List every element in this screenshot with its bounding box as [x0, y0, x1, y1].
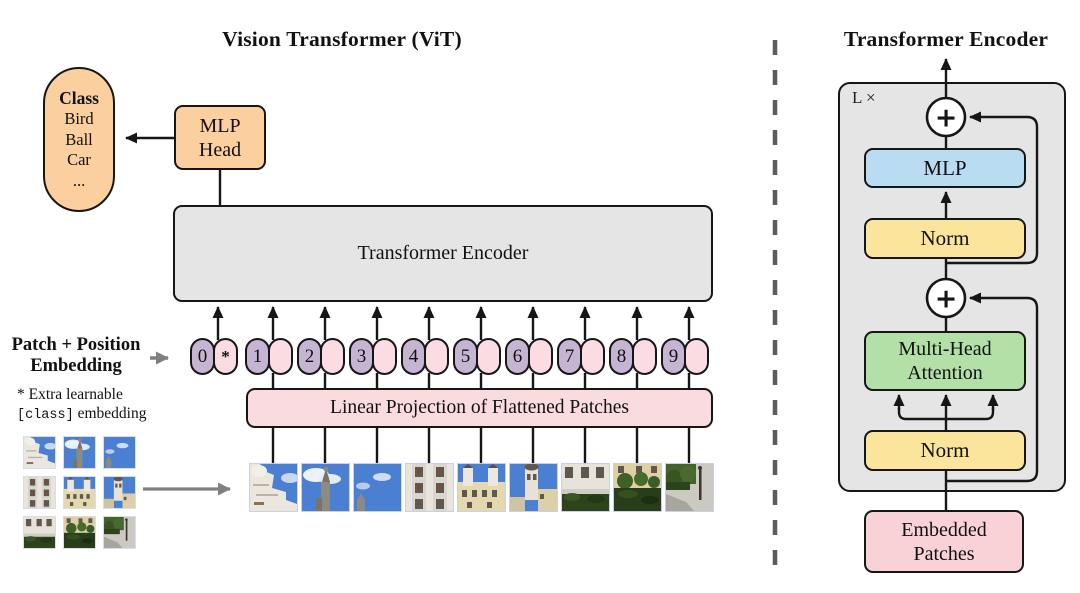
mlp-head-line1: MLP: [199, 114, 241, 137]
image-patch-6: [509, 463, 558, 512]
source-image-grid: [23, 436, 136, 549]
class-item-ball: Ball: [65, 129, 93, 149]
token-pair-9: 9: [661, 338, 709, 375]
mha-line2: Attention: [907, 362, 983, 384]
embedded-patches-line1: Embedded: [901, 518, 987, 541]
grid-cell-9: [103, 516, 136, 549]
norm-box-2: Norm: [864, 430, 1026, 471]
patch-token-pill-4: [424, 338, 449, 375]
position-pill-7: 7: [557, 338, 582, 375]
token-pair-4: 4: [401, 338, 449, 375]
image-patch-4: [405, 463, 454, 512]
image-patch-3: [353, 463, 402, 512]
grid-cell-7: [23, 516, 56, 549]
footnote-line2-rest: embedding: [73, 405, 147, 422]
token-pair-1: 1: [245, 338, 293, 375]
norm-label-1: Norm: [920, 226, 970, 250]
mlp-head-box: MLP Head: [174, 105, 266, 170]
norm-box-1: Norm: [864, 218, 1026, 259]
mlp-label: MLP: [923, 155, 967, 180]
token-pair-2: 2: [297, 338, 345, 375]
patch-token-pill-8: [632, 338, 657, 375]
position-pill-5: 5: [453, 338, 478, 375]
token-pair-7: 7: [557, 338, 605, 375]
patch-position-line1: Patch + Position: [11, 335, 141, 355]
patch-position-label: Patch + Position Embedding: [6, 335, 146, 377]
image-patch-2: [301, 463, 350, 512]
patch-position-line2: Embedding: [30, 356, 122, 376]
class-output-pill: Class Bird Ball Car ...: [43, 67, 115, 212]
token-pair-6: 6: [505, 338, 553, 375]
position-pill-6: 6: [505, 338, 530, 375]
footnote-line1: * Extra learnable: [17, 386, 123, 403]
multi-head-attention-box: Multi-Head Attention: [864, 331, 1026, 391]
patch-token-pill-9: [684, 338, 709, 375]
left-diagram-title: Vision Transformer (ViT): [222, 27, 462, 51]
grid-cell-4: [23, 476, 56, 509]
mlp-head-line2: Head: [198, 138, 242, 161]
grid-cell-1: [23, 436, 56, 469]
linear-projection-label: Linear Projection of Flattened Patches: [330, 397, 629, 418]
embedded-patches-box: Embedded Patches: [864, 510, 1024, 573]
position-pill-0: 0: [190, 338, 215, 375]
class-item-car: Car: [67, 150, 91, 169]
transformer-encoder-label: Transformer Encoder: [357, 242, 529, 264]
grid-cell-3: [103, 436, 136, 469]
position-pill-1: 1: [245, 338, 270, 375]
position-pill-2: 2: [297, 338, 322, 375]
class-token-footnote: * Extra learnable [class] embedding: [17, 386, 146, 423]
image-patch-9: [665, 463, 714, 512]
position-pill-8: 8: [609, 338, 634, 375]
layers-count-label: L ×: [852, 88, 876, 107]
linear-projection-box: Linear Projection of Flattened Patches: [246, 388, 713, 428]
embedded-patches-line2: Patches: [913, 542, 975, 565]
grid-cell-2: [63, 436, 96, 469]
patch-token-pill-7: [580, 338, 605, 375]
image-patch-1: [249, 463, 298, 512]
class-token-pill: *: [213, 338, 238, 375]
grid-cell-6: [103, 476, 136, 509]
transformer-encoder-box: Transformer Encoder: [173, 205, 713, 302]
class-heading: Class: [59, 88, 99, 108]
footnote-class-code: [class]: [17, 408, 74, 423]
patch-token-pill-1: [268, 338, 293, 375]
token-pair-5: 5: [453, 338, 501, 375]
grid-cell-8: [63, 516, 96, 549]
patch-token-pill-2: [320, 338, 345, 375]
class-item-bird: Bird: [64, 109, 94, 128]
position-pill-3: 3: [349, 338, 374, 375]
mha-line1: Multi-Head: [898, 338, 992, 360]
patch-token-pill-5: [476, 338, 501, 375]
image-patch-7: [561, 463, 610, 512]
mlp-box: MLP: [864, 148, 1026, 188]
patch-token-pill-3: [372, 338, 397, 375]
token-pair-3: 3: [349, 338, 397, 375]
position-pill-9: 9: [661, 338, 686, 375]
image-patch-5: [457, 463, 506, 512]
class-item-ellipsis: ...: [72, 170, 86, 190]
token-pair-0: 0 *: [190, 338, 238, 375]
grid-cell-5: [63, 476, 96, 509]
patch-token-pill-6: [528, 338, 553, 375]
image-patch-8: [613, 463, 662, 512]
right-diagram-title: Transformer Encoder: [843, 27, 1049, 51]
norm-label-2: Norm: [920, 438, 970, 462]
position-pill-4: 4: [401, 338, 426, 375]
token-pair-8: 8: [609, 338, 657, 375]
